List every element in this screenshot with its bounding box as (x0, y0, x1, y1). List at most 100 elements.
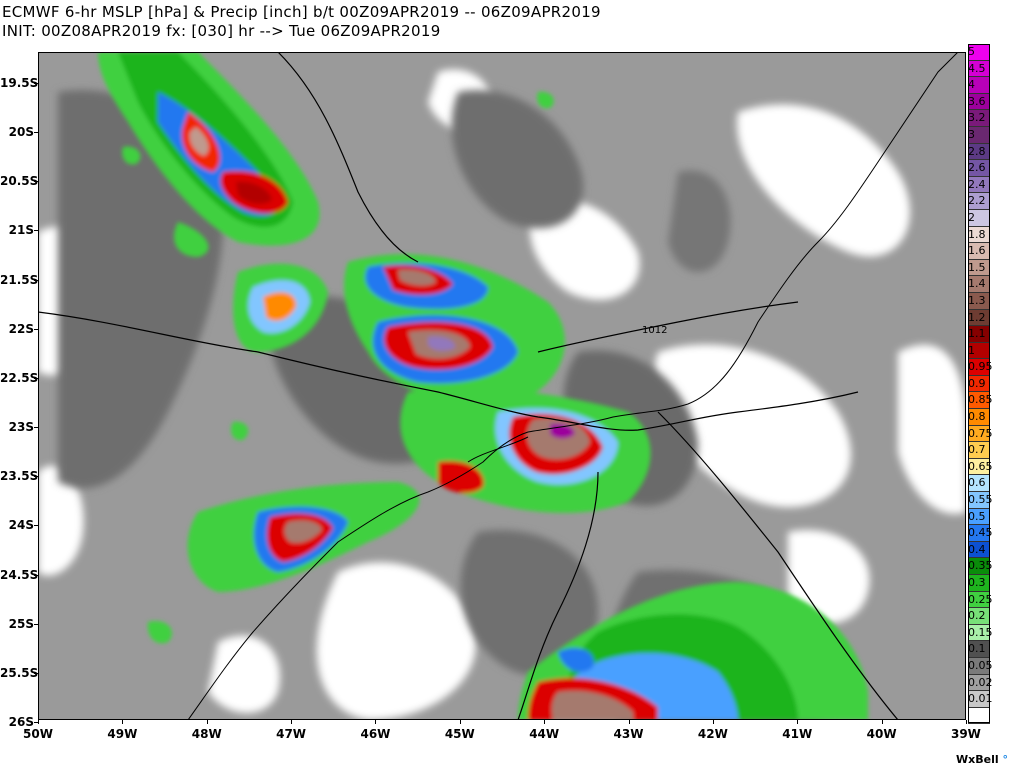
colorbar-label: 0.1 (968, 642, 986, 656)
colorbar-row: 4 (968, 77, 1020, 94)
colorbar-label: 3.6 (968, 94, 986, 108)
colorbar-label: 3 (968, 127, 975, 141)
lon-tick (206, 720, 208, 724)
lat-tick (34, 230, 38, 232)
colorbar-swatch (968, 624, 990, 642)
colorbar-swatch (968, 409, 990, 426)
colorbar-label: 0.01 (968, 692, 993, 706)
lon-label: 40W (866, 727, 897, 741)
colorbar-label: 1.4 (968, 277, 986, 291)
colorbar-row: 2.2 (968, 193, 1020, 210)
colorbar-swatch (968, 525, 990, 542)
colorbar-row: 0.45 (968, 525, 1020, 542)
colorbar-label: 0.65 (968, 459, 993, 473)
lat-tick (34, 525, 38, 527)
lat-label: 25.5S (0, 665, 39, 680)
lon-tick (965, 720, 967, 724)
colorbar-row: 0.1 (968, 641, 1020, 658)
colorbar-row: 2.6 (968, 160, 1020, 177)
lat-tick (34, 427, 38, 429)
lat-label: 24.5S (0, 567, 39, 582)
colorbar-swatch (968, 326, 990, 343)
lat-label: 19.5S (0, 76, 39, 90)
colorbar-label: 1.2 (968, 310, 986, 324)
colorbar-swatch (968, 110, 990, 127)
lat-label: 22S (8, 321, 34, 336)
lat-tick (34, 279, 38, 281)
colorbar-label: 1.1 (968, 327, 986, 341)
colorbar-swatch (968, 276, 990, 293)
colorbar-swatch (968, 93, 990, 111)
lon-tick (881, 720, 883, 724)
lat-tick (34, 672, 38, 674)
lat-label: 21S (8, 223, 34, 238)
colorbar-row: 1.8 (968, 226, 1020, 244)
colorbar-row: 3 (968, 126, 1020, 144)
colorbar-row: 1.6 (968, 243, 1020, 260)
chart-title-line-1: ECMWF 6-hr MSLP [hPa] & Precip [inch] b/… (2, 3, 601, 21)
lat-label: 20S (8, 125, 34, 140)
colorbar-row: 4.5 (968, 60, 1020, 78)
colorbar-label: 0.02 (968, 675, 993, 689)
colorbar-label: 2 (968, 210, 975, 224)
colorbar-swatch (968, 375, 990, 393)
colorbar-label: 0.9 (968, 376, 986, 390)
colorbar-row: 0.05 (968, 657, 1020, 675)
precipitation-map[interactable]: 1012 (38, 52, 966, 720)
colorbar-swatch (968, 591, 990, 609)
lat-label: 20.5S (0, 174, 39, 189)
colorbar-label: 1.5 (968, 260, 986, 274)
lat-label: 23S (8, 420, 34, 435)
colorbar-swatch (968, 193, 990, 210)
colorbar-row: 0.8 (968, 409, 1020, 426)
lat-tick (34, 83, 38, 84)
colorbar-swatch (968, 143, 990, 161)
colorbar-row: 0.25 (968, 591, 1020, 609)
lat-tick (34, 721, 38, 723)
colorbar-label: 0.4 (968, 542, 986, 556)
isobar-label: 1012 (642, 325, 668, 336)
colorbar-label: 2.6 (968, 161, 986, 175)
lat-tick (34, 574, 38, 576)
colorbar-row: 2 (968, 209, 1020, 227)
colorbar-row: 2.4 (968, 176, 1020, 194)
colorbar-swatch (968, 160, 990, 177)
colorbar-row: 0.35 (968, 558, 1020, 575)
colorbar-row: 5 (968, 44, 1020, 61)
lat-label: 22.5S (0, 370, 39, 385)
lat-label: 25S (8, 616, 34, 631)
colorbar-row: 0.85 (968, 392, 1020, 410)
colorbar-row: 3.2 (968, 110, 1020, 127)
colorbar-swatch (968, 641, 990, 658)
colorbar-label: 1.8 (968, 227, 986, 241)
colorbar-swatch (968, 674, 990, 692)
colorbar-swatch (968, 243, 990, 260)
lat-tick (34, 132, 38, 134)
colorbar-label: 0.5 (968, 509, 986, 523)
precip-heavy-bands (98, 52, 868, 720)
lon-tick (291, 720, 293, 724)
colorbar-swatch (968, 425, 990, 443)
colorbar-swatch (968, 126, 990, 144)
colorbar-row: 0.5 (968, 508, 1020, 526)
colorbar-swatch (968, 541, 990, 559)
colorbar-label: 0.95 (968, 360, 993, 374)
wxbell-watermark: WxBell ° (956, 753, 1008, 766)
lat-tick (34, 377, 38, 379)
lon-tick (712, 720, 714, 724)
colorbar-label: 0.75 (968, 426, 993, 440)
colorbar-label: 2.4 (968, 177, 986, 191)
colorbar-swatch (968, 691, 990, 708)
lon-label: 50W (23, 727, 53, 741)
colorbar-swatch (968, 392, 990, 410)
colorbar-swatch (968, 575, 990, 592)
colorbar-label: 0.6 (968, 476, 986, 490)
colorbar-label: 0.8 (968, 410, 986, 424)
colorbar-swatch (968, 259, 990, 277)
colorbar-swatch (968, 176, 990, 194)
precip-dry-areas (38, 69, 966, 720)
colorbar-label: 0.05 (968, 658, 993, 672)
colorbar-label: 0.55 (968, 493, 993, 507)
colorbar-row: 1 (968, 342, 1020, 360)
colorbar-label: 0.35 (968, 559, 993, 573)
